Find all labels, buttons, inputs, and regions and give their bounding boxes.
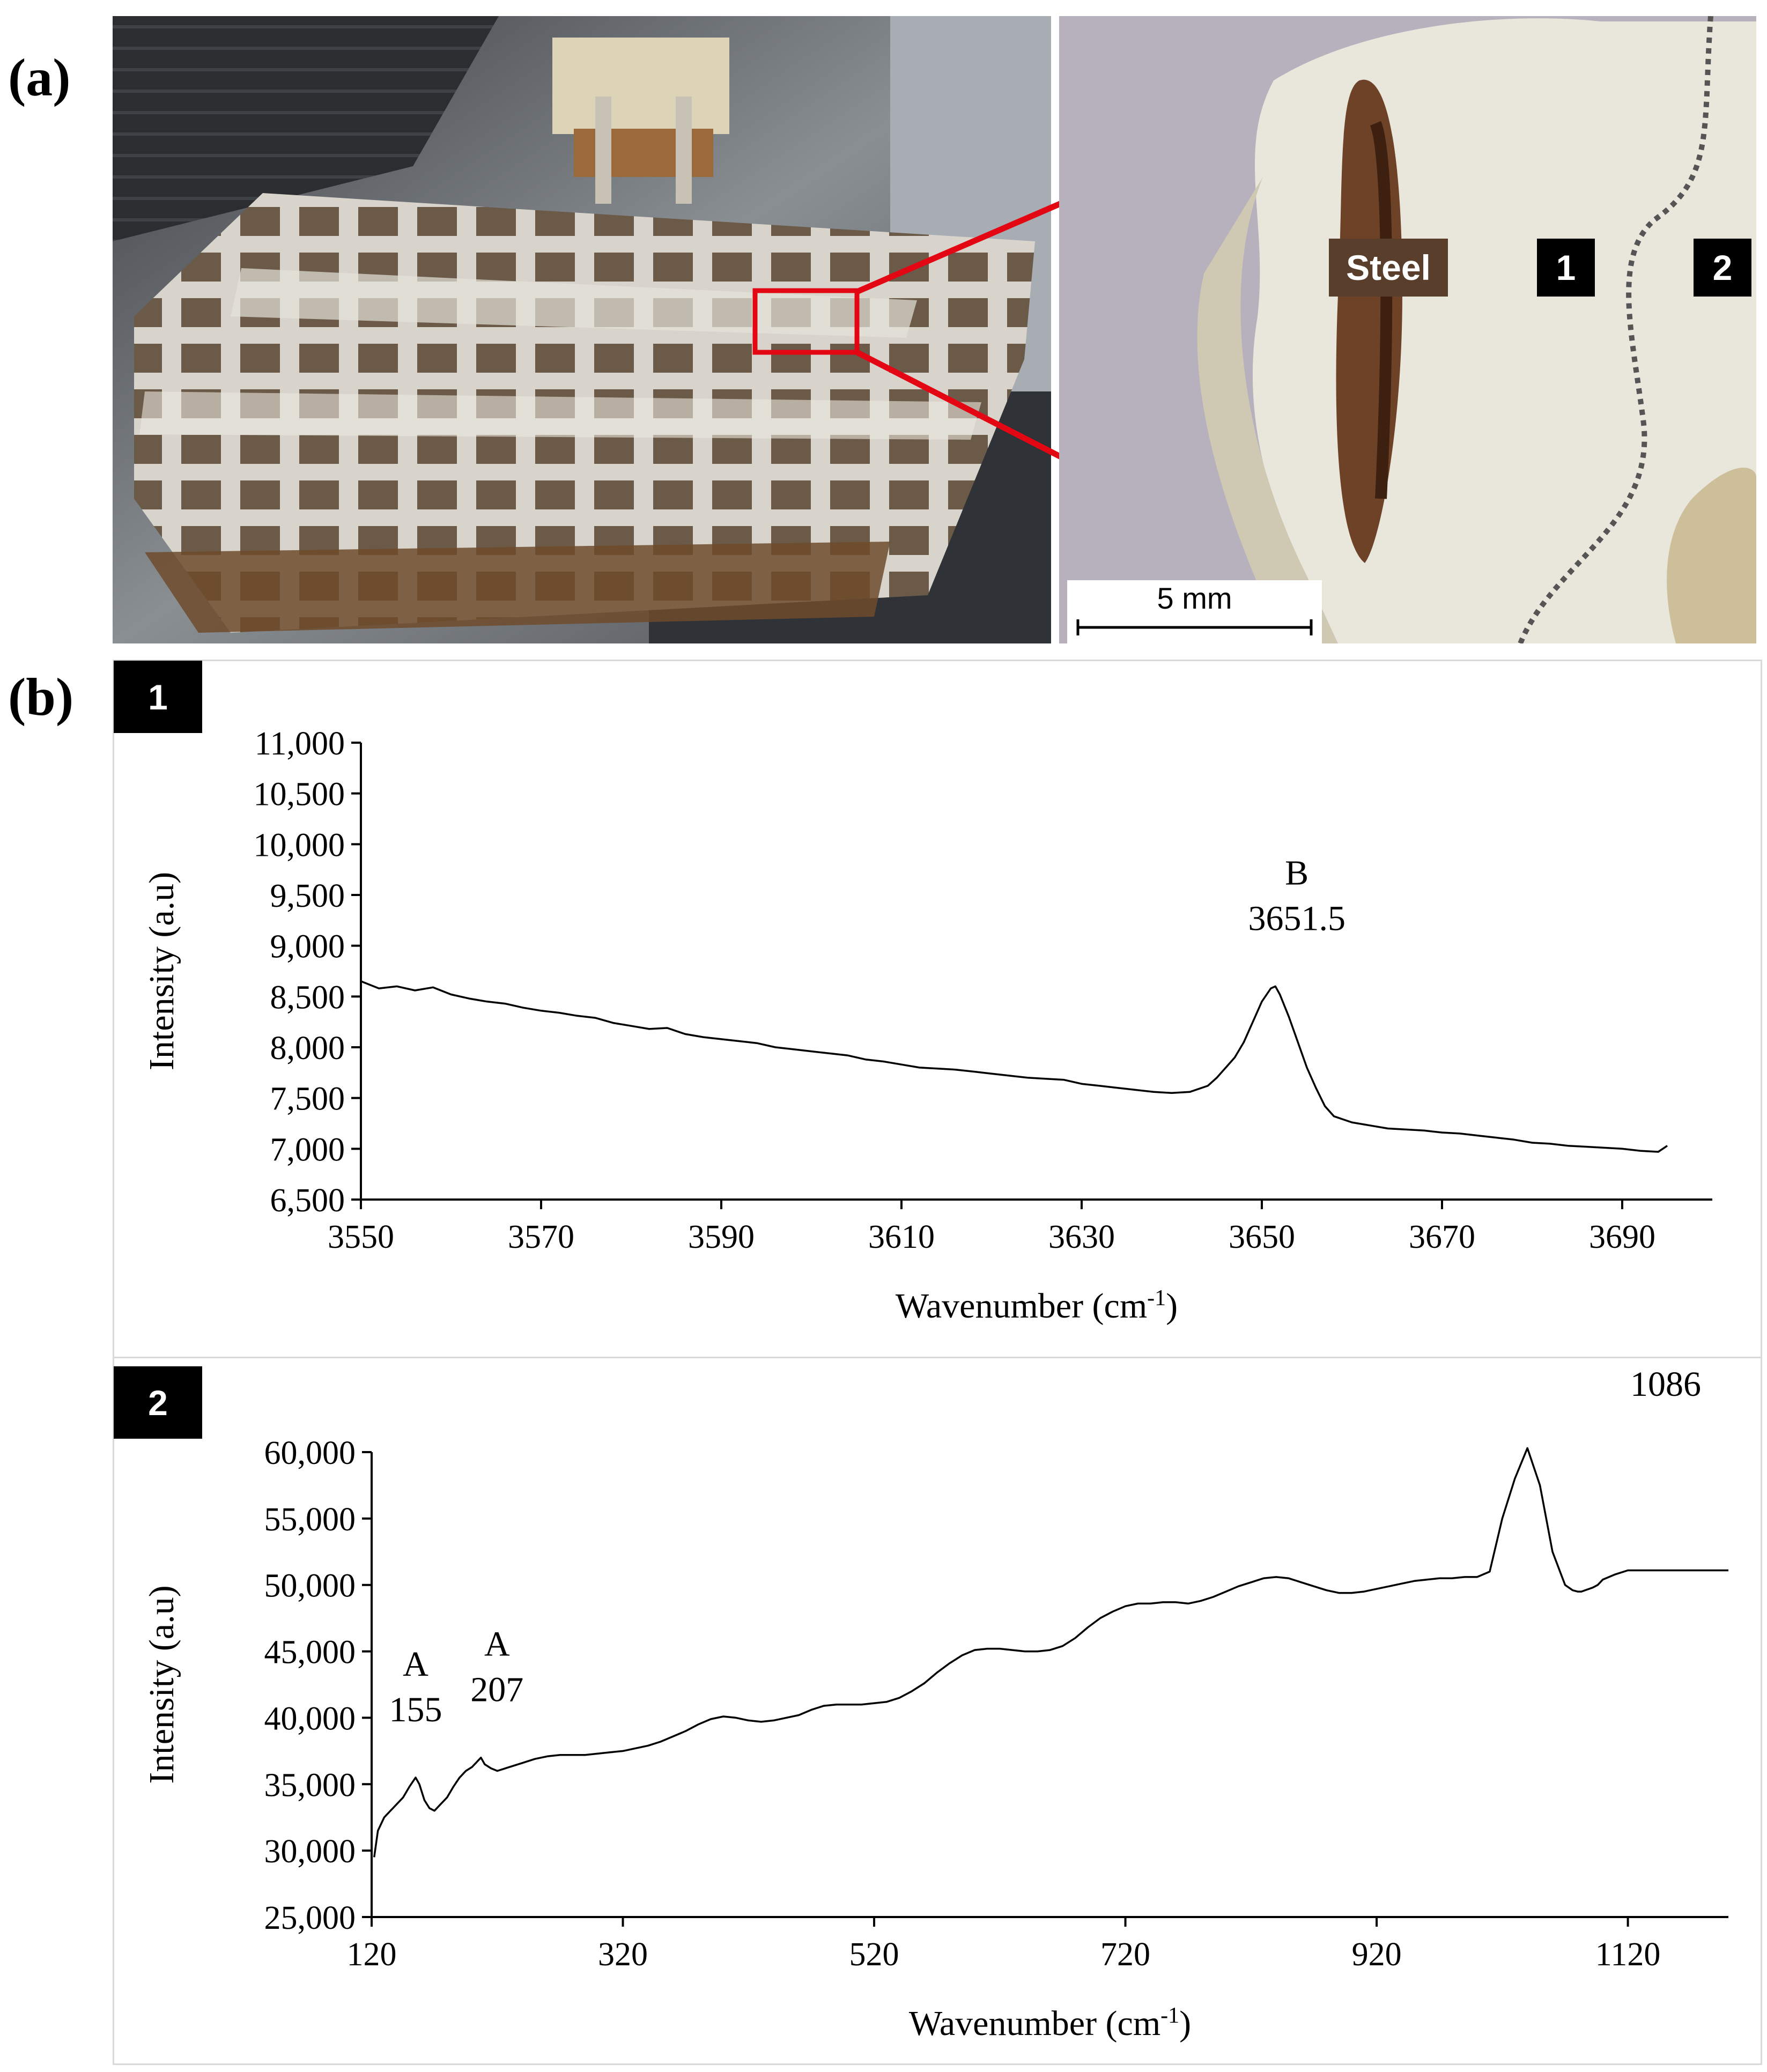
y-tick-label: 8,500 bbox=[270, 979, 345, 1016]
peak-value: 155 bbox=[389, 1690, 442, 1729]
y-tick-label: 9,000 bbox=[270, 929, 345, 965]
zone-2-badge: 2 bbox=[1694, 239, 1751, 297]
x-tick-label: 3610 bbox=[868, 1219, 935, 1255]
lattice-sample-illustration bbox=[113, 16, 1051, 643]
chart-1-badge: 1 bbox=[114, 661, 202, 733]
x-tick-label: 3690 bbox=[1589, 1219, 1655, 1255]
x-tick-label: 320 bbox=[598, 1936, 648, 1973]
x-tick-label: 520 bbox=[849, 1936, 899, 1973]
x-tick-label: 3630 bbox=[1048, 1219, 1115, 1255]
chart-2-badge: 2 bbox=[114, 1366, 202, 1439]
scalebar-background bbox=[1067, 580, 1322, 643]
scalebar-label: 5 mm bbox=[1157, 581, 1232, 615]
peak-value: 207 bbox=[470, 1670, 523, 1710]
x-tick-label: 720 bbox=[1100, 1936, 1150, 1973]
x-axis-label: Wavenumber (cm-1) bbox=[896, 1286, 1178, 1326]
zoom-photo: 5 mm bbox=[1059, 16, 1756, 643]
chart-1-svg: 6,500 7,000 7,500 8,000 8,500 9,000 9,500 10,00… bbox=[142, 726, 1712, 1326]
peak-letter: A bbox=[403, 1645, 428, 1684]
x-tick-label: 3570 bbox=[508, 1219, 574, 1255]
x-tick-label: 1120 bbox=[1595, 1936, 1661, 1973]
y-tick-label: 50,000 bbox=[264, 1568, 356, 1604]
x-tick-label: 3550 bbox=[328, 1219, 394, 1255]
zone-1-badge: 1 bbox=[1537, 239, 1595, 297]
steel-label: Steel bbox=[1329, 239, 1448, 297]
y-tick-label: 55,000 bbox=[264, 1501, 356, 1538]
peak-value: 1086 bbox=[1630, 1365, 1701, 1404]
x-axis-label: Wavenumber (cm-1) bbox=[909, 2003, 1191, 2043]
y-tick-label: 10,000 bbox=[254, 827, 345, 863]
x-tick-label: 3650 bbox=[1229, 1219, 1295, 1255]
y-tick-label: 25,000 bbox=[264, 1900, 356, 1936]
peak-letter: A bbox=[484, 1625, 510, 1664]
y-tick-label: 11,000 bbox=[255, 726, 345, 762]
peak-annotation: B 3651.5 bbox=[1248, 853, 1345, 938]
y-axis-label: Intensity (a.u) bbox=[142, 872, 181, 1070]
scalebar bbox=[1076, 619, 1313, 635]
y-tick-label: 60,000 bbox=[264, 1435, 356, 1471]
chart-2-frame bbox=[113, 1357, 1762, 2065]
lattice-sample-photo bbox=[113, 16, 1051, 643]
spectrum-line-1 bbox=[360, 980, 1668, 1153]
panel-b-label: (b) bbox=[8, 667, 74, 727]
y-tick-label: 9,500 bbox=[270, 878, 345, 914]
peak-annotation: A 207 bbox=[470, 1625, 523, 1710]
y-tick-label: 30,000 bbox=[264, 1833, 356, 1870]
chart-1-frame bbox=[113, 660, 1762, 1360]
peak-annotation: A 155 bbox=[389, 1645, 442, 1729]
peak-annotation: A1086 bbox=[1630, 1365, 1701, 1404]
y-tick-label: 7,500 bbox=[270, 1081, 345, 1118]
y-tick-label: 40,000 bbox=[264, 1700, 356, 1737]
x-tick-label: 3670 bbox=[1409, 1219, 1475, 1255]
x-tick-label: 920 bbox=[1352, 1936, 1402, 1973]
y-tick-label: 10,500 bbox=[254, 776, 345, 813]
x-tick-label: 3590 bbox=[688, 1219, 755, 1255]
zone-boundary bbox=[1518, 16, 1713, 643]
selection-box bbox=[752, 288, 860, 355]
y-tick-label: 7,000 bbox=[270, 1131, 345, 1168]
y-axis-label: Intensity (a.u) bbox=[142, 1585, 181, 1784]
y-tick-label: 45,000 bbox=[264, 1634, 356, 1671]
x-tick-label: 120 bbox=[347, 1936, 397, 1973]
spectrum-line-1 bbox=[373, 1447, 1728, 1858]
y-tick-label: 6,500 bbox=[270, 1182, 345, 1219]
chart-2-svg: 25,000 30,000 35,000 40,000 45,000 50,000 55,0… bbox=[142, 1365, 1728, 2043]
zoom-illustration bbox=[1059, 16, 1756, 643]
peak-value: 3651.5 bbox=[1248, 899, 1345, 938]
panel-a-label: (a) bbox=[8, 48, 71, 107]
y-tick-label: 8,000 bbox=[270, 1030, 345, 1067]
peak-letter: B bbox=[1285, 853, 1308, 892]
y-tick-label: 35,000 bbox=[264, 1767, 356, 1803]
